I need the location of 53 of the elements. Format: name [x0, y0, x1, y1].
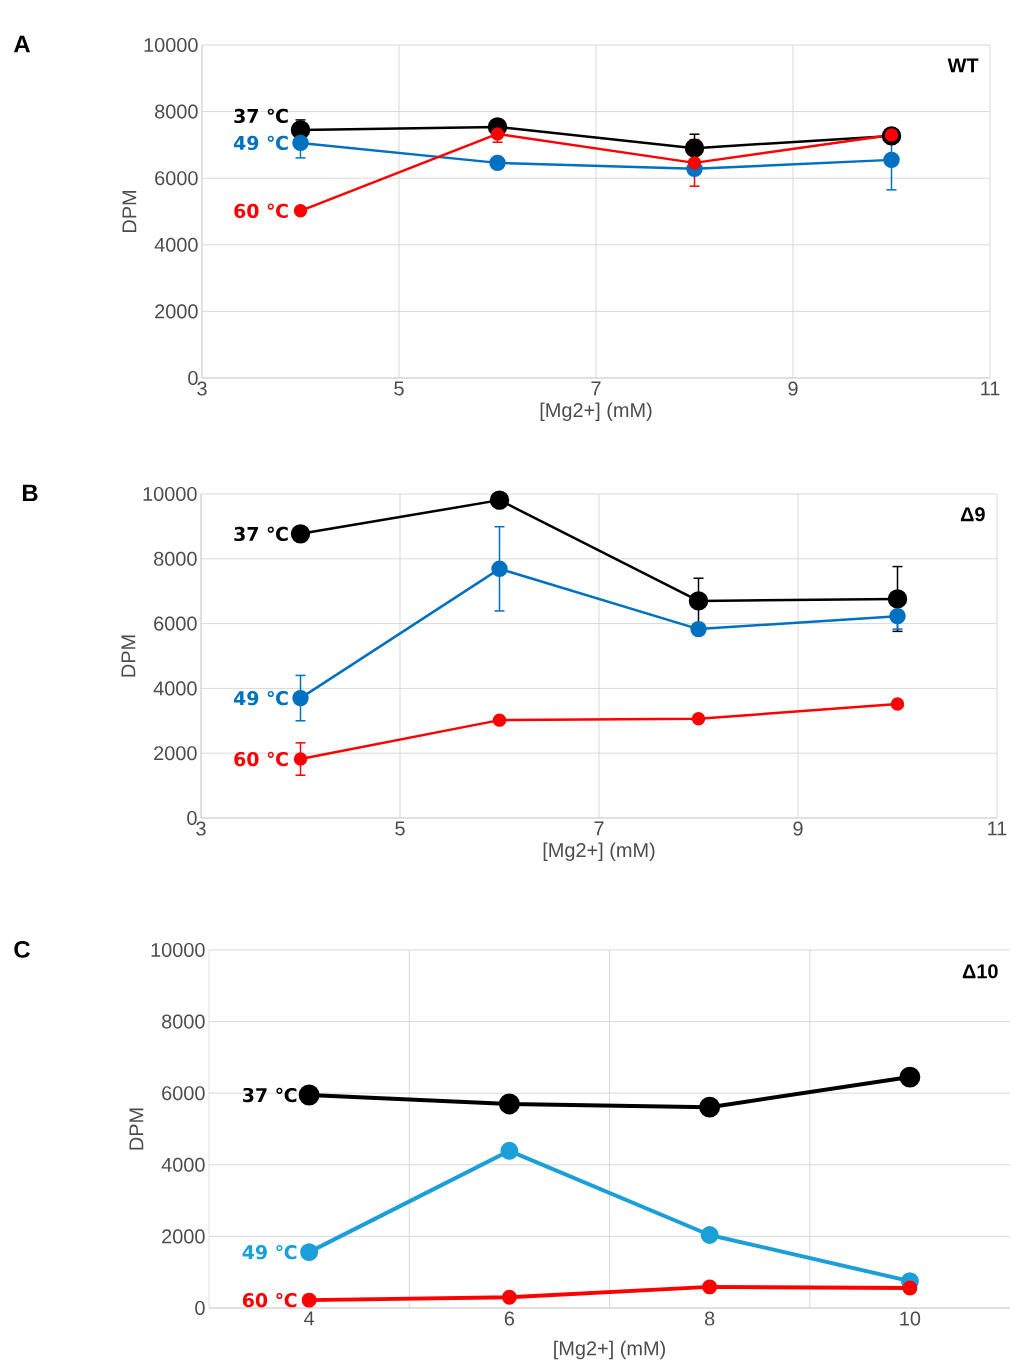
series-label: 37 ℃ [234, 526, 288, 542]
y-tick-label: 0 [195, 1300, 205, 1316]
chart-title: A [13, 35, 31, 53]
series-label: 37 ℃ [243, 1087, 297, 1103]
series-label: 60 ℃ [242, 1292, 297, 1308]
y-tick-label: 0 [188, 370, 198, 386]
annotation: Δ9 [960, 507, 985, 522]
y-tick-label: 8000 [162, 1014, 205, 1029]
x-tick-label: 11 [981, 381, 1000, 396]
series-label: 49 ℃ [233, 690, 288, 706]
y-axis-title: DPM [129, 1108, 144, 1150]
x-tick-label: 3 [197, 381, 207, 396]
y-tick-label: 8000 [154, 551, 197, 566]
x-tick-label: 9 [788, 381, 798, 396]
x-tick-label: 7 [591, 381, 601, 396]
y-axis-title: DPM [121, 635, 136, 677]
chart-title: B [22, 484, 38, 502]
x-tick-label: 4 [304, 1311, 315, 1326]
series-label: 49 ℃ [242, 1244, 297, 1260]
x-tick-label: 7 [594, 821, 604, 836]
y-tick-label: 0 [187, 810, 197, 826]
x-tick-label: 11 [988, 821, 1007, 836]
series-label: 49 ℃ [233, 135, 288, 151]
y-tick-label: 4000 [161, 1157, 205, 1172]
y-tick-label: 2000 [154, 746, 197, 761]
y-tick-label: 6000 [155, 171, 198, 186]
y-tick-label: 10000 [144, 37, 198, 53]
y-axis-title: DPM [122, 191, 137, 232]
y-tick-label: 6000 [162, 1086, 205, 1101]
series-label: 60 ℃ [234, 751, 288, 767]
y-tick-label: 10000 [151, 942, 205, 958]
y-tick-label: 8000 [155, 104, 198, 119]
x-tick-label: 10 [900, 1311, 921, 1326]
y-tick-label: 10000 [143, 486, 197, 502]
series-label: 60 ℃ [234, 203, 288, 219]
x-tick-label: 5 [394, 381, 404, 396]
series-label: 37 ℃ [234, 108, 288, 124]
y-tick-label: 2000 [162, 1229, 205, 1244]
x-axis-title: [Mg2+] (mM) [554, 1340, 665, 1360]
y-tick-label: 6000 [154, 616, 197, 631]
x-tick-label: 5 [395, 821, 405, 836]
y-tick-label: 4000 [153, 681, 197, 696]
x-axis-title: [Mg2+] (mM) [543, 842, 655, 862]
annotation: WT [947, 58, 979, 73]
x-tick-label: 8 [704, 1311, 715, 1326]
x-tick-label: 6 [504, 1311, 515, 1326]
x-tick-label: 3 [196, 821, 206, 836]
annotation: Δ10 [962, 964, 998, 979]
y-tick-label: 2000 [155, 304, 198, 319]
x-tick-label: 9 [793, 821, 803, 836]
y-tick-label: 4000 [154, 237, 198, 252]
chart-title: C [14, 940, 30, 958]
x-axis-title: [Mg2+] (mM) [540, 402, 652, 422]
